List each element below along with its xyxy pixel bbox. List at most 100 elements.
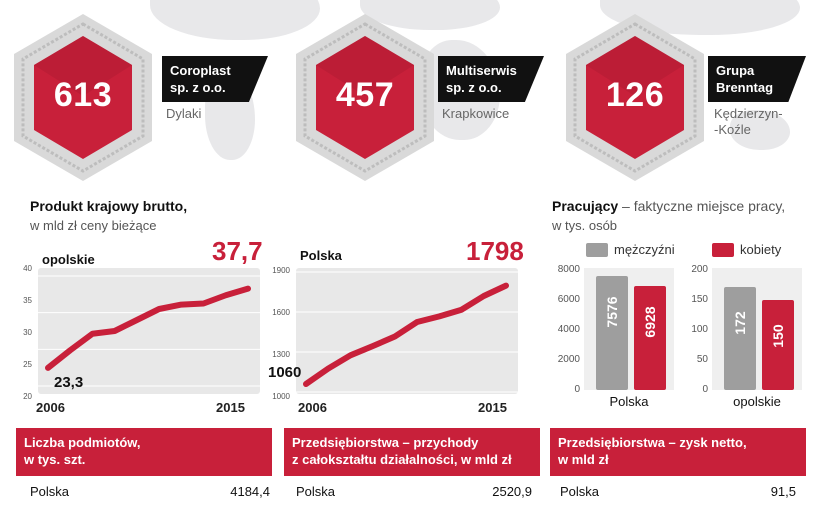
bar-value-label: 150 bbox=[770, 324, 786, 348]
company-badge-2: 457 bbox=[290, 10, 440, 185]
company-location-line: Kędzierzyn- bbox=[714, 106, 783, 121]
y-tick: 6000 bbox=[557, 294, 580, 305]
bar-value-label: 7576 bbox=[604, 296, 620, 328]
bar-women bbox=[762, 300, 794, 390]
row-label: Polska bbox=[296, 484, 336, 499]
company-name-tag: Grupa Brenntag bbox=[708, 56, 806, 102]
legend-swatch-men bbox=[586, 243, 608, 257]
data-point bbox=[46, 365, 50, 370]
data-point bbox=[459, 307, 464, 312]
data-label-first: 23,3 bbox=[54, 374, 84, 391]
data-point bbox=[134, 318, 139, 322]
bar-men bbox=[596, 276, 628, 390]
y-tick: 150 bbox=[691, 294, 708, 305]
table-header: Liczba podmiotów, w tys. szt. bbox=[16, 428, 272, 476]
y-tick: 50 bbox=[696, 354, 708, 365]
line-chart-polska bbox=[296, 271, 518, 393]
company-location: Krapkowice bbox=[442, 106, 509, 122]
row-value: 4184,4 bbox=[230, 484, 270, 499]
gdp-subtitle: w mld zł ceny bieżące bbox=[30, 218, 157, 233]
data-point bbox=[370, 344, 375, 349]
y-tick: 25 bbox=[23, 360, 32, 369]
company-name: Grupa bbox=[716, 63, 755, 78]
series-line bbox=[303, 282, 509, 387]
y-tick: 8000 bbox=[557, 264, 580, 275]
table-row: Polska 2520,9 bbox=[296, 484, 532, 499]
company-location: Kędzierzyn- -Koźle bbox=[714, 106, 783, 138]
y-tick: 1300 bbox=[272, 350, 290, 359]
employment-title: Pracujący – faktyczne miejsce pracy, bbox=[552, 198, 785, 214]
employee-count: 457 bbox=[335, 76, 395, 114]
company-location-line: Dylaki bbox=[166, 106, 202, 121]
table-header-line: Przedsiębiorstwa – zysk netto, bbox=[558, 435, 747, 450]
legend-swatch-women bbox=[712, 243, 734, 257]
data-point bbox=[326, 366, 331, 371]
series-label: opolskie bbox=[42, 252, 95, 267]
y-tick: 4000 bbox=[557, 324, 580, 335]
gdp-title: Produkt krajowy brutto, bbox=[30, 198, 188, 214]
table-header: Przedsiębiorstwa – przychody z całokszta… bbox=[284, 428, 540, 476]
row-label: Polska bbox=[30, 484, 70, 499]
data-point bbox=[246, 286, 250, 291]
data-point bbox=[392, 334, 397, 339]
table-row: Polska 4184,4 bbox=[30, 484, 270, 499]
table-header-line: w tys. szt. bbox=[24, 452, 86, 467]
hexagon-icon bbox=[296, 14, 434, 181]
bar-value-label: 6928 bbox=[642, 306, 658, 338]
y-tick: 0 bbox=[574, 384, 580, 395]
x-tick-end: 2015 bbox=[216, 400, 245, 415]
company-name: sp. z o.o. bbox=[170, 80, 226, 95]
table-header-line: Przedsiębiorstwa – przychody bbox=[292, 435, 479, 450]
legend-label-men: mężczyźni bbox=[614, 242, 675, 257]
company-name: Coroplast bbox=[170, 63, 231, 78]
table-row: Polska 91,5 bbox=[560, 484, 796, 499]
x-tick-end: 2015 bbox=[478, 400, 507, 415]
table-header-line: Liczba podmiotów, bbox=[24, 435, 141, 450]
line-chart-opolskie bbox=[38, 275, 260, 387]
row-value: 91,5 bbox=[770, 484, 796, 499]
hexagon-icon bbox=[566, 14, 704, 181]
data-point bbox=[112, 329, 117, 333]
data-point bbox=[157, 307, 162, 311]
row-value: 2520,9 bbox=[492, 484, 532, 499]
company-badge-3: 126 bbox=[560, 10, 710, 185]
hexagon-icon bbox=[14, 14, 152, 181]
data-point bbox=[437, 314, 442, 319]
data-point bbox=[201, 301, 206, 306]
data-point bbox=[223, 293, 228, 298]
data-point bbox=[348, 353, 353, 358]
data-point bbox=[415, 320, 420, 324]
y-tick: 1000 bbox=[272, 392, 290, 401]
data-point bbox=[504, 283, 508, 288]
series-label: Polska bbox=[300, 248, 342, 263]
y-tick: 2000 bbox=[557, 354, 580, 365]
data-label-last: 1798 bbox=[466, 236, 524, 266]
bar-women bbox=[634, 286, 666, 390]
data-point bbox=[68, 348, 73, 353]
bar-category: Polska bbox=[609, 394, 649, 409]
data-point bbox=[179, 302, 184, 307]
y-tick: 0 bbox=[702, 384, 708, 395]
y-tick: 20 bbox=[23, 392, 32, 401]
employment-title-bold: Pracujący bbox=[552, 198, 619, 214]
bar-category: opolskie bbox=[733, 394, 781, 409]
employee-count: 126 bbox=[605, 76, 665, 114]
data-point bbox=[304, 382, 308, 386]
series-line bbox=[45, 285, 251, 371]
y-tick: 1600 bbox=[272, 308, 290, 317]
y-tick: 200 bbox=[691, 264, 708, 275]
bar-men bbox=[724, 286, 756, 390]
company-location-line: Krapkowice bbox=[442, 106, 510, 121]
x-tick-start: 2006 bbox=[36, 400, 65, 415]
company-name: sp. z o.o. bbox=[446, 80, 502, 95]
bar-value-label: 172 bbox=[732, 311, 748, 335]
legend-label-women: kobiety bbox=[740, 242, 782, 257]
table-header: Przedsiębiorstwa – zysk netto, w mld zł bbox=[550, 428, 806, 476]
y-tick: 100 bbox=[691, 324, 708, 335]
company-location: Dylaki bbox=[166, 106, 201, 122]
data-label-last: 37,7 bbox=[212, 236, 263, 266]
employment-subtitle: w tys. osób bbox=[552, 218, 618, 233]
y-tick: 30 bbox=[23, 328, 32, 337]
data-label-first: 1060 bbox=[268, 364, 302, 381]
employee-count: 613 bbox=[53, 76, 113, 114]
